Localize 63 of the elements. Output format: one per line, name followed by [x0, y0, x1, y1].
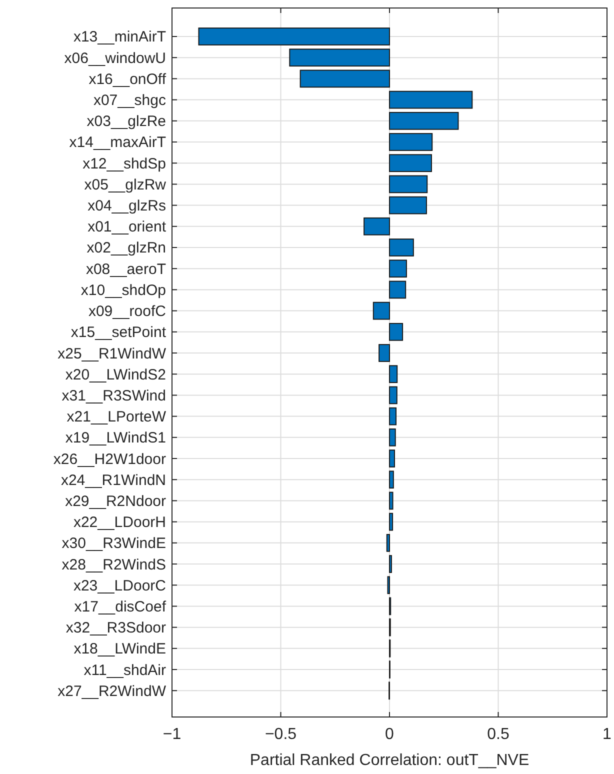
y-tick-label: x07__shgc	[93, 92, 166, 110]
y-tick-label: x24__R1WindN	[60, 472, 166, 489]
y-tick-label: x28__R2WindS	[62, 556, 166, 574]
bar	[389, 238, 414, 256]
bar	[198, 28, 390, 46]
y-tick-label: x05__glzRw	[84, 176, 166, 194]
bar	[389, 322, 404, 341]
y-tick-label: x27__R2WindW	[58, 682, 167, 700]
bar	[389, 112, 459, 130]
y-tick-label: x25__R1WindW	[58, 345, 167, 362]
y-tick-label: x22__LDoorH	[73, 514, 166, 532]
y-tick-label: x19__LWindS1	[65, 430, 166, 447]
x-tick-label: −0.5	[264, 726, 297, 743]
x-axis-title: Partial Ranked Correlation: outT__NVE	[250, 752, 530, 769]
y-tick-label: x03__glzRe	[86, 113, 166, 130]
bar	[389, 492, 394, 510]
bar	[372, 302, 390, 320]
bar	[300, 70, 390, 88]
x-tick-label: −1	[162, 726, 182, 743]
bar	[389, 280, 406, 299]
y-tick-label: x30__R3WindE	[62, 535, 166, 552]
bar	[389, 260, 407, 278]
y-tick-label: x16__onOff	[88, 70, 167, 88]
bar	[386, 534, 390, 552]
bar	[389, 470, 394, 489]
bar	[389, 175, 428, 194]
y-tick-label: x08__aeroT	[86, 260, 166, 278]
x-tick-label: 1	[602, 726, 612, 743]
y-tick-label: x11__shdAir	[84, 662, 166, 679]
y-tick-label: x15__setPoint	[70, 324, 167, 342]
y-tick-label: x29__R2Ndoor	[65, 492, 166, 510]
bar	[389, 450, 396, 468]
bar	[364, 217, 390, 236]
x-tick-label: 0.5	[487, 726, 510, 743]
bar	[389, 133, 433, 151]
y-tick-label: x32__R3Sdoor	[66, 620, 166, 637]
bar	[389, 428, 396, 446]
bar	[389, 386, 398, 404]
y-tick-label: x10__shdOp	[80, 282, 166, 299]
bar	[389, 407, 397, 426]
bar	[389, 196, 427, 214]
bar	[389, 90, 473, 109]
y-tick-label: x01__orient	[88, 218, 167, 236]
y-tick-label: x13__minAirT	[73, 28, 166, 46]
y-tick-label: x31__R3SWind	[62, 387, 166, 404]
y-tick-label: x21__LPorteW	[66, 408, 167, 426]
y-tick-label: x14__maxAirT	[69, 134, 166, 152]
y-tick-label: x23__LDoorC	[73, 577, 166, 594]
x-tick-label: 0	[385, 726, 394, 743]
bar	[389, 154, 432, 172]
bar	[389, 365, 398, 384]
y-tick-label: x17__disCoef	[74, 598, 167, 616]
y-tick-label: x12__shdSp	[82, 155, 166, 172]
y-tick-label: x04__glzRs	[88, 198, 166, 215]
y-tick-label: x20__LWindS2	[65, 366, 166, 384]
bar	[389, 512, 394, 531]
y-tick-label: x18__LWindE	[74, 640, 166, 658]
bar	[289, 48, 390, 67]
y-tick-label: x02__glzRn	[86, 240, 166, 257]
y-tick-label: x06__windowU	[64, 50, 166, 67]
y-tick-label: x26__H2W1door	[53, 450, 166, 468]
bar	[378, 344, 390, 362]
y-tick-label: x09__roofC	[88, 303, 166, 320]
